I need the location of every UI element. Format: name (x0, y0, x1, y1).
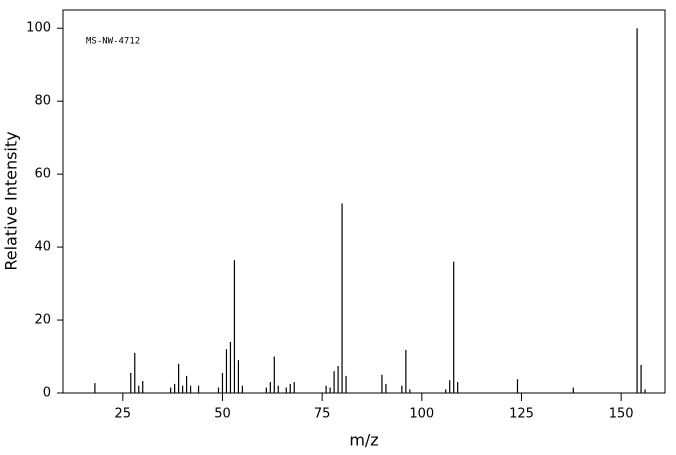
y-axis-label: Relative Intensity (2, 131, 21, 270)
annotation: MS-NW-4712 (86, 37, 140, 47)
x-tick-label: 50 (214, 407, 231, 422)
y-tick-label: 60 (34, 167, 51, 182)
x-tick-label: 125 (509, 407, 534, 422)
y-tick-label: 80 (34, 94, 51, 109)
x-tick-label: 150 (609, 407, 634, 422)
y-tick-label: 40 (34, 240, 51, 255)
x-tick-label: 25 (115, 407, 132, 422)
x-axis-label: m/z (349, 431, 378, 450)
plot-frame (62, 9, 666, 394)
y-tick-label: 100 (26, 21, 51, 36)
x-tick-label: 75 (314, 407, 331, 422)
y-tick-label: 20 (34, 313, 51, 328)
x-tick-label: 100 (409, 407, 434, 422)
y-tick-label: 0 (43, 386, 51, 401)
